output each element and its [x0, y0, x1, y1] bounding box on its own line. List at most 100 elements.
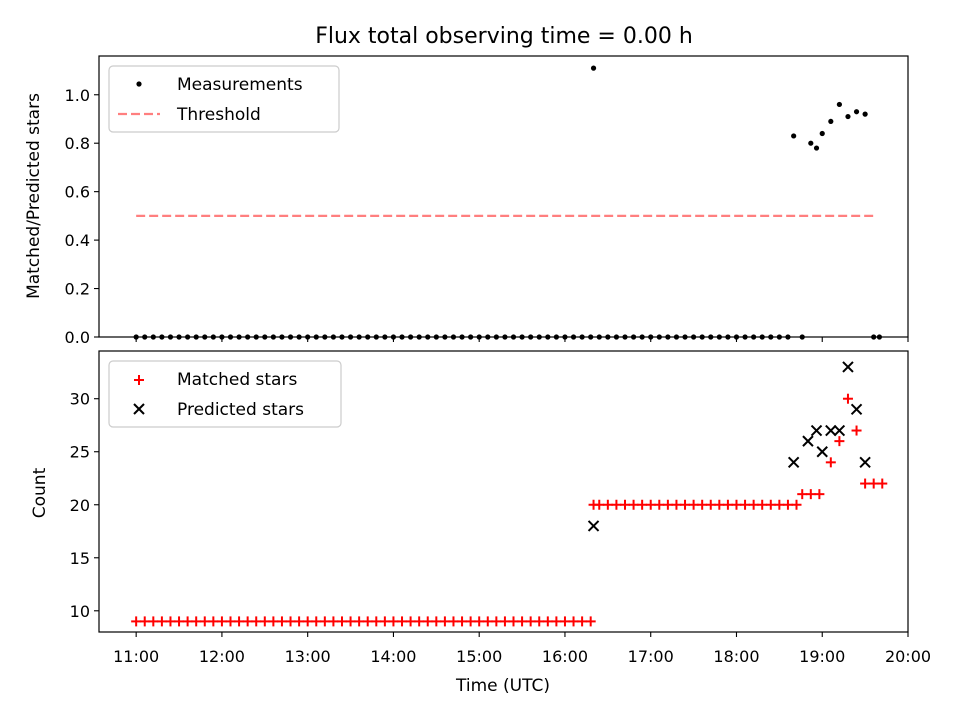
predicted-star-point — [816, 446, 828, 458]
count-x-tick-label: 13:00 — [285, 647, 331, 666]
matched-star-point — [559, 616, 570, 627]
ratio-y-tick-label: 0.6 — [65, 183, 90, 202]
ratio-y-ticks: 0.0 0.2 0.4 0.6 0.8 1.0 — [65, 86, 99, 347]
ratio-y-tick-label: 0.4 — [65, 231, 90, 250]
matched-star-point — [294, 616, 305, 627]
matched-star-point — [354, 616, 365, 627]
measurement-point — [813, 145, 820, 151]
matched-star-point — [465, 616, 476, 627]
legend-threshold-label: Threshold — [176, 105, 261, 125]
matched-star-point — [276, 616, 287, 627]
matched-star-point — [517, 616, 528, 627]
matched-star-point — [834, 436, 845, 447]
matched-star-point — [654, 499, 665, 510]
ratio-axes-frame — [98, 55, 909, 338]
matched-star-point — [285, 616, 296, 627]
matched-star-point — [697, 499, 708, 510]
count-panel: Count Time (UTC) 10 15 20 25 30 11:00 12:00 13… — [30, 350, 931, 696]
matched-star-point — [448, 616, 459, 627]
matched-star-point — [311, 616, 322, 627]
matched-star-point — [491, 616, 502, 627]
matched-star-point — [508, 616, 519, 627]
matched-star-point — [397, 616, 408, 627]
matched-star-point — [499, 616, 510, 627]
matched-star-point — [757, 499, 768, 510]
matched-star-point — [199, 616, 210, 627]
matched-star-point — [805, 489, 816, 500]
legend-matched-label: Matched stars — [177, 370, 297, 390]
legend-predicted-label: Predicted stars — [177, 400, 304, 420]
matched-star-point — [405, 616, 416, 627]
matched-star-point — [877, 478, 888, 489]
matched-star-point — [602, 499, 613, 510]
predicted-star-point — [587, 520, 600, 532]
matched-star-point — [191, 616, 202, 627]
matched-star-point — [388, 616, 399, 627]
predicted-star-point — [787, 456, 800, 469]
count-y-tick-label: 25 — [70, 443, 90, 462]
legend-matched-marker — [134, 375, 144, 385]
measurement-point — [836, 101, 842, 108]
count-y-ticks: 10 15 20 25 30 — [70, 390, 99, 621]
count-y-tick-label: 10 — [70, 602, 90, 621]
matched-star-point — [439, 616, 450, 627]
count-x-tick-label: 14:00 — [370, 647, 416, 666]
matched-star-point — [328, 616, 339, 627]
matched-star-point — [594, 499, 605, 510]
matched-star-point — [319, 616, 330, 627]
count-x-tick-label: 19:00 — [799, 647, 845, 666]
matched-star-point — [731, 499, 742, 510]
matched-star-point — [457, 616, 468, 627]
count-y-tick-label: 15 — [70, 549, 90, 568]
measurement-point — [845, 113, 851, 120]
count-y-tick-label: 20 — [70, 496, 90, 515]
matched-star-point — [474, 616, 485, 627]
matched-star-point — [525, 616, 536, 627]
matched-star-point — [362, 616, 373, 627]
ratio-panel: Matched/Predicted stars 0.0 0.2 0.4 0.6 0.8 1… — [24, 55, 909, 347]
count-x-tick-label: 16:00 — [542, 647, 588, 666]
ratio-legend: Measurements Threshold — [108, 65, 340, 133]
matched-star-point — [156, 616, 167, 627]
count-x-ticks: 11:00 12:00 13:00 14:00 15:00 16:00 17:00 18:00… — [113, 632, 931, 666]
ratio-y-tick-label: 1.0 — [65, 86, 90, 105]
matched-star-point — [379, 616, 390, 627]
predicted-star-point — [842, 361, 854, 373]
measurement-point — [819, 130, 825, 137]
legend-measurements-label: Measurements — [177, 75, 303, 95]
count-legend-box — [108, 360, 342, 428]
matched-star-point — [748, 499, 759, 510]
matched-star-point — [851, 425, 862, 436]
legend-measurements-marker — [136, 81, 142, 87]
matched-star-point — [551, 616, 562, 627]
matched-star-point — [139, 616, 150, 627]
count-x-tick-label: 11:00 — [113, 647, 159, 666]
matched-star-point — [577, 616, 588, 627]
matched-star-point — [637, 499, 648, 510]
matched-star-point — [671, 499, 682, 510]
matched-star-point — [131, 616, 142, 627]
matched-star-point — [585, 616, 596, 627]
matched-star-point — [568, 616, 579, 627]
count-legend: Matched stars Predicted stars — [108, 360, 342, 428]
matched-star-point — [174, 616, 185, 627]
measurement-point — [862, 111, 868, 117]
count-x-tick-label: 18:00 — [713, 647, 759, 666]
matched-star-point — [868, 478, 879, 489]
count-x-tick-label: 20:00 — [885, 647, 931, 666]
ratio-y-tick-label: 0.0 — [65, 328, 90, 347]
predicted-star-point — [833, 424, 846, 437]
matched-star-point — [860, 478, 871, 489]
ratio-legend-box — [108, 65, 340, 133]
matched-star-point — [431, 616, 442, 627]
predicted-star-point — [859, 456, 871, 469]
matched-star-point — [645, 499, 656, 510]
matched-star-point — [234, 616, 245, 627]
matched-star-point — [208, 616, 219, 627]
matched-star-point — [336, 616, 347, 627]
matched-star-point — [345, 616, 356, 627]
matched-star-point — [302, 616, 313, 627]
predicted-star-point — [802, 435, 814, 447]
matched-star-point — [791, 499, 802, 510]
